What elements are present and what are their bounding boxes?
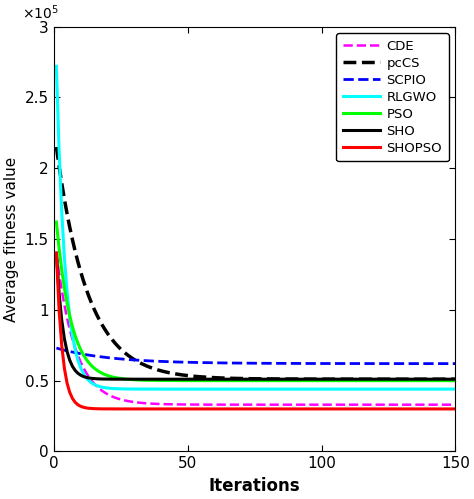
pcCS <box>279 376 284 382</box>
PSO <box>211 378 217 384</box>
X-axis label: Iterations: Iterations <box>209 477 301 495</box>
SCPIO <box>263 360 268 366</box>
SCPIO <box>453 361 458 367</box>
Y-axis label: Average fitness value: Average fitness value <box>4 156 19 322</box>
RLGWO <box>211 386 217 392</box>
SHO <box>211 376 217 382</box>
PSO <box>54 219 59 225</box>
PSO <box>279 378 284 384</box>
RLGWO <box>185 386 191 392</box>
RLGWO <box>263 386 268 392</box>
CDE <box>329 402 335 408</box>
SHOPSO <box>211 406 217 412</box>
CDE <box>279 402 284 408</box>
pcCS <box>263 376 268 382</box>
CDE <box>211 402 217 408</box>
pcCS <box>211 375 217 381</box>
SHOPSO <box>185 406 191 412</box>
PSO <box>329 378 335 384</box>
CDE <box>263 402 268 408</box>
RLGWO <box>54 63 59 69</box>
RLGWO <box>399 386 405 392</box>
SHOPSO <box>386 406 392 412</box>
pcCS <box>185 373 191 379</box>
PSO <box>263 378 268 384</box>
pcCS <box>329 376 335 382</box>
RLGWO <box>329 386 335 392</box>
SCPIO <box>211 360 217 366</box>
RLGWO <box>383 386 389 392</box>
SHO <box>453 376 458 382</box>
SHOPSO <box>453 406 458 412</box>
PSO <box>453 378 458 384</box>
Line: RLGWO: RLGWO <box>56 66 456 389</box>
RLGWO <box>453 386 458 392</box>
SCPIO <box>383 361 389 367</box>
Line: pcCS: pcCS <box>56 147 456 379</box>
SHO <box>332 376 338 382</box>
CDE <box>453 402 458 408</box>
SHO <box>263 376 268 382</box>
SHO <box>279 376 284 382</box>
CDE <box>54 250 59 256</box>
SHO <box>185 376 191 382</box>
PSO <box>383 378 389 384</box>
SHOPSO <box>284 406 290 412</box>
RLGWO <box>279 386 284 392</box>
Line: PSO: PSO <box>56 222 456 381</box>
Line: CDE: CDE <box>56 253 456 405</box>
SHOPSO <box>332 406 338 412</box>
Line: SCPIO: SCPIO <box>56 348 456 364</box>
Legend: CDE, pcCS, SCPIO, RLGWO, PSO, SHO, SHOPSO: CDE, pcCS, SCPIO, RLGWO, PSO, SHO, SHOPS… <box>337 33 449 161</box>
SCPIO <box>54 345 59 351</box>
SHOPSO <box>279 406 284 412</box>
SCPIO <box>279 360 284 366</box>
pcCS <box>453 376 458 382</box>
SHOPSO <box>263 406 268 412</box>
Line: SHO: SHO <box>56 253 456 379</box>
CDE <box>185 402 191 408</box>
SHO <box>321 376 327 382</box>
CDE <box>383 402 389 408</box>
Text: $\times10^5$: $\times10^5$ <box>22 4 58 22</box>
pcCS <box>54 144 59 150</box>
SCPIO <box>329 361 335 367</box>
SHO <box>386 376 392 382</box>
Line: SHOPSO: SHOPSO <box>56 253 456 409</box>
PSO <box>185 378 191 384</box>
SHO <box>54 250 59 256</box>
SHOPSO <box>54 250 59 256</box>
pcCS <box>383 376 389 382</box>
SCPIO <box>185 359 191 365</box>
